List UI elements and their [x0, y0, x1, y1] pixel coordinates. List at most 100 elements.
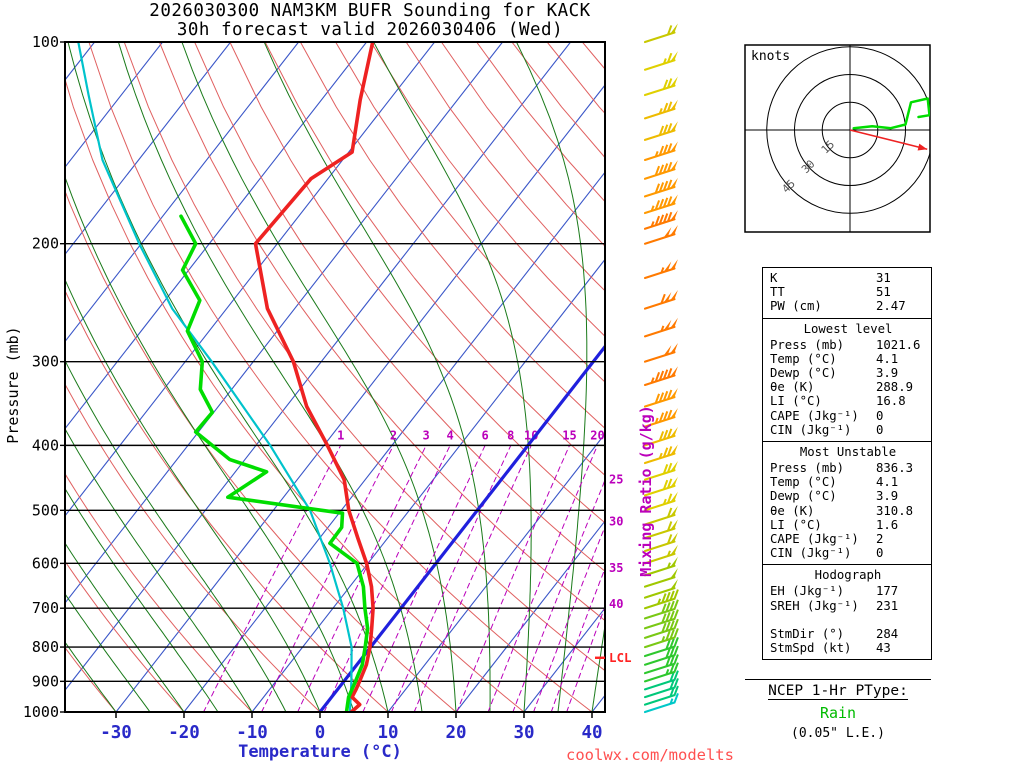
index-value: 51 [876, 285, 891, 300]
index-label: PW (cm) [770, 299, 822, 314]
freezing-isotherm [318, 344, 605, 712]
svg-text:1000: 1000 [23, 703, 59, 721]
ptype-value: Rain [819, 704, 857, 722]
svg-text:40: 40 [581, 723, 602, 743]
index-value: 3.9 [876, 366, 899, 381]
index-value: 310.8 [876, 503, 914, 518]
indices-section: Lowest level Press (mb) 1021.6 Temp (°C) 4.1… [763, 317, 931, 441]
svg-text:-10: -10 [236, 723, 268, 743]
indices-table: K 31 TT 51 PW (cm) 2.47 Lowest level Press (mb)… [762, 267, 932, 661]
indices-section: Hodograph EH (Jkg⁻¹) 177 SREH (Jkg⁻¹) 231 Stm… [763, 564, 931, 659]
index-row: Temp (°C) 4.1 [770, 352, 926, 366]
svg-text:-30: -30 [100, 723, 132, 743]
svg-text:400: 400 [32, 436, 59, 454]
indices-section-header: Most Unstable [799, 445, 897, 460]
index-label: LI (°C) [770, 394, 822, 409]
index-row: PW (cm) 2.47 [770, 299, 926, 313]
pressure-axis-label: Pressure (mb) [4, 326, 22, 444]
lcl-marker: LCL [595, 650, 632, 665]
svg-text:15: 15 [562, 428, 576, 442]
index-value: 4.1 [876, 475, 899, 490]
index-value: 2.47 [876, 299, 906, 314]
index-value: 177 [876, 584, 899, 599]
index-value: 836.3 [876, 461, 914, 476]
index-label: Temp (°C) [770, 351, 837, 366]
index-row: Press (mb) 836.3 [770, 461, 926, 475]
mixing-ratio-axis-label: Mixing Ratio (g/kg) [637, 405, 655, 577]
wind-barb-column [643, 23, 679, 714]
index-value: 0 [876, 422, 884, 437]
index-value: 0 [876, 408, 884, 423]
index-row: Temp (°C) 4.1 [770, 475, 926, 489]
svg-text:6: 6 [481, 428, 488, 442]
ptype-note: (0.05" L.E.) [791, 726, 885, 741]
svg-text:20: 20 [590, 428, 604, 442]
index-row: θe (K) 288.9 [770, 380, 926, 394]
svg-text:900: 900 [32, 672, 59, 690]
index-value: 1.6 [876, 517, 899, 532]
index-label: Dewp (°C) [770, 489, 837, 504]
index-value: 43 [876, 641, 891, 656]
indices-section-header: Lowest level [803, 321, 893, 336]
index-value: 16.8 [876, 394, 906, 409]
index-row: CIN (Jkg⁻¹) 0 [770, 546, 926, 560]
watermark-link[interactable]: coolwx.com/modelts [566, 746, 734, 764]
index-value: 1021.6 [876, 337, 921, 352]
index-row: CAPE (Jkg⁻¹) 0 [770, 409, 926, 423]
index-value: 3.9 [876, 489, 899, 504]
index-label: Temp (°C) [770, 475, 837, 490]
svg-text:8: 8 [507, 428, 514, 442]
index-value: 4.1 [876, 351, 899, 366]
index-row: LI (°C) 16.8 [770, 394, 926, 408]
index-row: Press (mb) 1021.6 [770, 338, 926, 352]
sounding-traces [77, 42, 375, 712]
svg-text:-20: -20 [168, 723, 200, 743]
index-row: StmSpd (kt) 43 [770, 641, 926, 655]
svg-text:25: 25 [609, 473, 623, 487]
temperature-tick-labels: -30 -20 -10 0 10 20 30 40 [100, 712, 603, 743]
svg-text:30: 30 [513, 723, 534, 743]
index-value: 288.9 [876, 380, 914, 395]
index-row: TT 51 [770, 285, 926, 299]
index-label: LI (°C) [770, 517, 822, 532]
svg-text:2: 2 [390, 428, 397, 442]
indices-section: K 31 TT 51 PW (cm) 2.47 [763, 268, 931, 318]
indices-section: Most Unstable Press (mb) 836.3 Temp (°C) 4.1… [763, 441, 931, 564]
svg-text:600: 600 [32, 554, 59, 572]
index-row: CAPE (Jkg⁻¹) 2 [770, 532, 926, 546]
index-label [770, 613, 876, 627]
index-label: EH (Jkg⁻¹) [770, 584, 845, 599]
ptype-block: NCEP 1-Hr PType: Rain (0.05" L.E.) [745, 679, 931, 741]
index-label: TT [770, 285, 785, 300]
index-row [770, 613, 926, 627]
index-row: Dewp (°C) 3.9 [770, 489, 926, 503]
ptype-heading-row: NCEP 1-Hr PType: [745, 679, 931, 700]
index-value [876, 613, 926, 627]
svg-text:200: 200 [32, 235, 59, 253]
index-label: Press (mb) [770, 461, 845, 476]
index-label: θe (K) [770, 380, 815, 395]
svg-text:20: 20 [445, 723, 466, 743]
svg-text:100: 100 [32, 33, 59, 51]
svg-text:10: 10 [377, 723, 398, 743]
index-label: CIN (Jkg⁻¹) [770, 546, 852, 561]
index-label: Press (mb) [770, 337, 845, 352]
index-value: 31 [876, 271, 891, 285]
skewt-background [65, 42, 605, 712]
index-label: Dewp (°C) [770, 366, 837, 381]
index-label: K [770, 271, 778, 285]
index-row: θe (K) 310.8 [770, 504, 926, 518]
index-label: StmSpd (kt) [770, 641, 852, 656]
ptype-heading: NCEP 1-Hr PType: [768, 683, 908, 700]
plot-border [64, 41, 606, 713]
svg-text:700: 700 [32, 599, 59, 617]
index-label: StmDir (°) [770, 627, 845, 642]
svg-text:500: 500 [32, 501, 59, 519]
index-row: LI (°C) 1.6 [770, 518, 926, 532]
index-label: CAPE (Jkg⁻¹) [770, 532, 859, 547]
index-label: θe (K) [770, 503, 815, 518]
svg-text:35: 35 [609, 561, 623, 575]
index-value: 231 [876, 598, 899, 613]
index-value: 284 [876, 627, 899, 642]
